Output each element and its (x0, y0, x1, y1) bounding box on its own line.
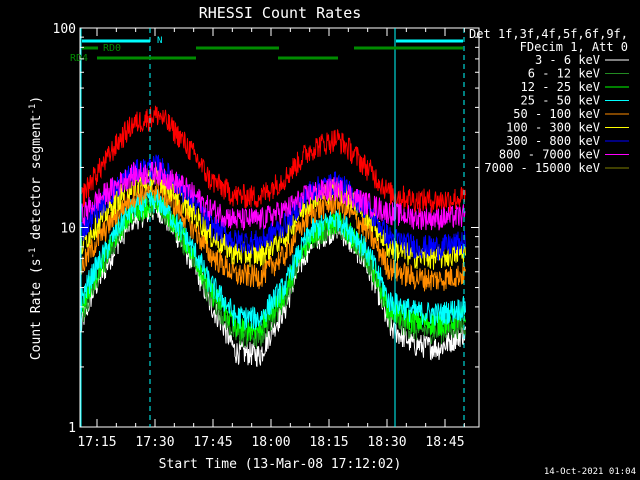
legend-entry: 300 - 800 keV (506, 134, 600, 148)
legend-entry: 50 - 100 keV (513, 107, 600, 121)
x-axis-label: Start Time (13-Mar-08 17:12:02) (159, 457, 402, 472)
series-line (80, 161, 466, 231)
series-line (80, 188, 466, 330)
chart-title: RHESSI Count Rates (199, 4, 362, 22)
y-axis-label: Count Rate (s-1 detector segment-1) (28, 96, 44, 360)
legend-header: FDecim 1, Att 0 (520, 40, 628, 54)
series-line (80, 165, 466, 270)
y-tick-label: 100 (53, 22, 76, 37)
y-tick-label: 10 (60, 222, 76, 237)
legend-entry: 3 - 6 keV (535, 53, 600, 67)
series-line (80, 154, 466, 262)
x-tick-label: 17:45 (193, 435, 232, 450)
x-tick-label: 17:15 (77, 435, 116, 450)
timestamp: 14-Oct-2021 01:04 (544, 467, 636, 477)
rd0-label: RD0 (103, 43, 121, 54)
x-tick-label: 18:45 (425, 435, 464, 450)
x-tick-label: 18:15 (309, 435, 348, 450)
series-line (80, 177, 466, 292)
n-label: N (157, 36, 162, 46)
legend-entry: 100 - 300 keV (506, 121, 600, 135)
y-tick-label: 1 (68, 421, 76, 436)
legend-entry: 6 - 12 keV (528, 67, 600, 81)
x-tick-label: 18:30 (367, 435, 406, 450)
legend: Det 1f,3f,4f,5f,6f,9f,FDecim 1, Att 03 -… (469, 27, 629, 175)
series-layer (80, 105, 466, 367)
legend-header: Det 1f,3f,4f,5f,6f,9f, (469, 27, 628, 41)
legend-entry: 25 - 50 keV (521, 94, 600, 108)
x-tick-label: 17:30 (135, 435, 174, 450)
series-line (80, 105, 466, 213)
legend-entry: 12 - 25 keV (521, 80, 600, 94)
legend-entry: 800 - 7000 keV (499, 148, 600, 162)
axes: 1 10 100 17:15 17:30 17:45 18:00 18:15 18:30 18:4… (53, 22, 479, 450)
rd4-label: RD4 (70, 53, 88, 64)
legend-entry: 7000 - 15000 keV (484, 161, 600, 175)
x-tick-label: 18:00 (251, 435, 290, 450)
